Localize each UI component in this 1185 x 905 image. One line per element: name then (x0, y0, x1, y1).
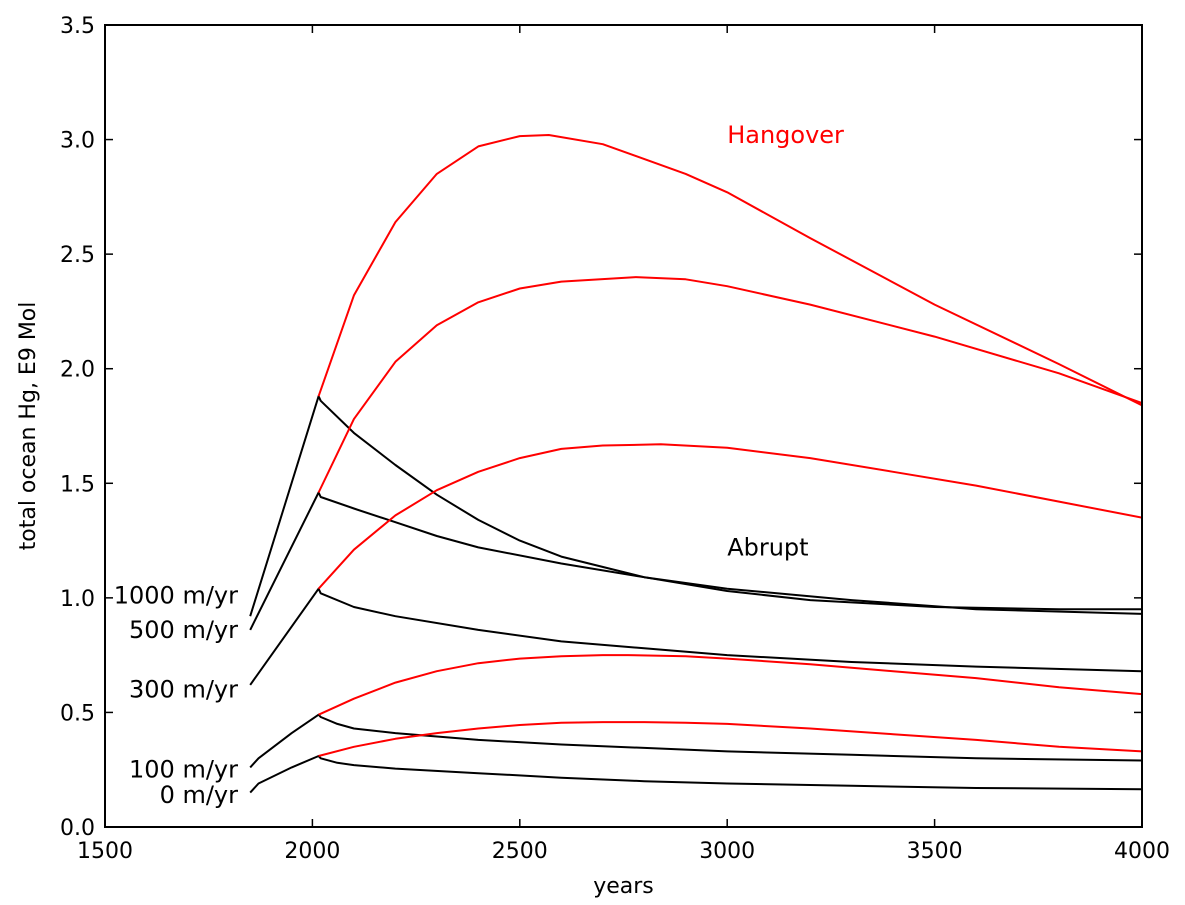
series-line-abrupt-100-m-yr (249, 713, 1142, 769)
x-tick-label: 3000 (699, 839, 755, 864)
series-line-abrupt-500-m-yr (249, 491, 1142, 631)
scenario-label-500-m-yr: 500 m/yr (129, 616, 238, 644)
series-line-hangover-500-m-yr (317, 276, 1142, 493)
scenario-label-1000-m-yr: 1000 m/yr (114, 582, 238, 610)
y-tick-label: 1.5 (60, 472, 95, 497)
series-line-hangover-100-m-yr (318, 654, 1142, 716)
x-axis-label: years (593, 874, 654, 899)
x-tick-label: 3500 (907, 839, 963, 864)
annotation-layer: Hangover Abrupt 1000 m/yr 500 m/yr 300 m/yr 1… (114, 121, 844, 809)
series-line-hangover-300-m-yr (317, 443, 1142, 590)
y-tick-label: 2.5 (60, 243, 95, 268)
series-line-hangover-0-m-yr (318, 721, 1142, 757)
series-line-hangover-1000-m-yr (317, 134, 1142, 407)
series-line-abrupt-300-m-yr (249, 587, 1142, 686)
scenario-label-0-m-yr: 0 m/yr (160, 781, 239, 809)
y-axis-label: total ocean Hg, E9 Mol (16, 302, 41, 551)
y-tick-label: 3.0 (60, 129, 95, 154)
series-line-abrupt-0-m-yr (249, 755, 1142, 794)
x-tick-label: 2500 (492, 839, 548, 864)
y-tick-label: 0.0 (60, 816, 95, 841)
plot-frame (104, 24, 1143, 828)
series-layer (249, 134, 1142, 794)
y-tick-label: 1.0 (60, 587, 95, 612)
y-tick-label: 0.5 (60, 701, 95, 726)
series-line-abrupt-1000-m-yr (249, 395, 1142, 617)
x-tick-label: 1500 (77, 839, 133, 864)
tick-layer: 1500 2000 2500 3000 3500 4000 0.0 0.5 1.0 1.5 2.0 2… (60, 14, 1170, 864)
y-tick-label: 3.5 (60, 14, 95, 39)
annotation-hangover: Hangover (727, 121, 844, 149)
y-tick-label: 2.0 (60, 358, 95, 383)
x-tick-label: 4000 (1114, 839, 1170, 864)
scenario-label-100-m-yr: 100 m/yr (129, 756, 238, 784)
scenario-label-300-m-yr: 300 m/yr (129, 676, 238, 704)
x-tick-label: 2000 (284, 839, 340, 864)
annotation-abrupt: Abrupt (727, 533, 808, 561)
